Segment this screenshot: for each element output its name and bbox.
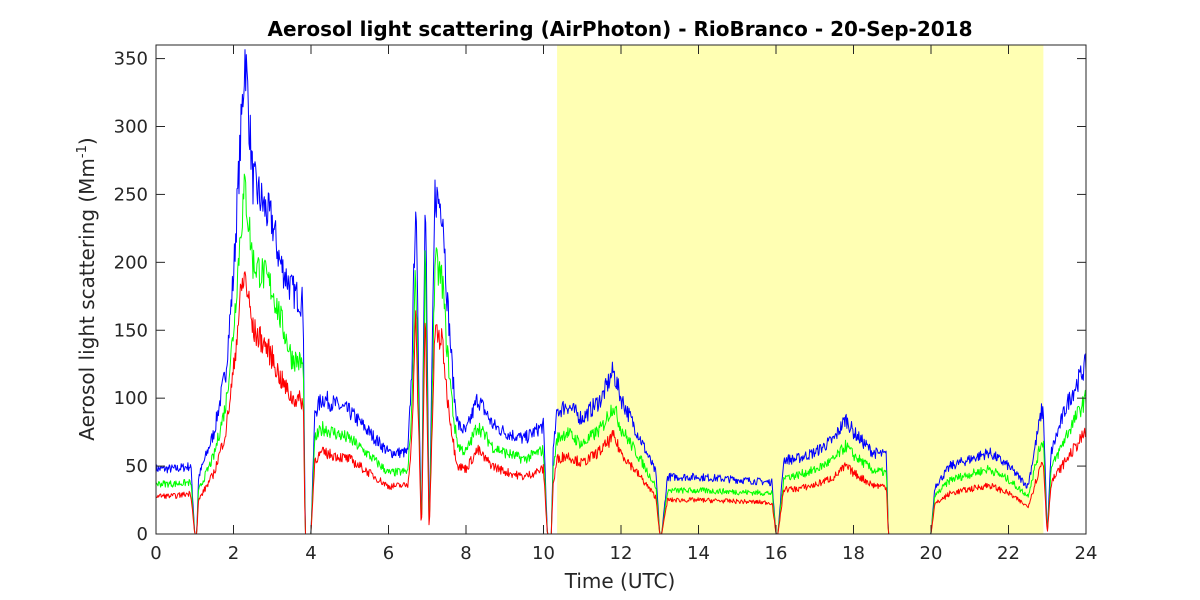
y-axis-label-close: ): [75, 137, 99, 145]
x-axis-label: Time (UTC): [564, 569, 676, 593]
y-tick-label: 0: [137, 524, 148, 545]
x-tick-label: 12: [610, 543, 633, 564]
chart-title: Aerosol light scattering (AirPhoton) - R…: [268, 17, 973, 41]
y-tick-label: 250: [114, 184, 148, 205]
y-tick-label: 50: [125, 456, 148, 477]
x-tick-label: 22: [997, 543, 1020, 564]
x-tick-label: 0: [150, 543, 161, 564]
x-tick-label: 10: [532, 543, 555, 564]
y-tick-label: 300: [114, 117, 148, 138]
x-tick-label: 18: [842, 543, 865, 564]
x-tick-label: 14: [687, 543, 710, 564]
y-axis-label-main: Aerosol light scattering (Mm: [75, 158, 99, 441]
x-tick-label: 6: [383, 543, 394, 564]
y-tick-label: 200: [114, 252, 148, 273]
x-tick-label: 16: [765, 543, 788, 564]
x-tick-label: 8: [460, 543, 471, 564]
plot-area: [155, 44, 1087, 535]
y-tick-label: 350: [114, 49, 148, 70]
shaded-region: [557, 45, 1044, 534]
x-tick-label: 2: [228, 543, 239, 564]
y-ticks: 0 50 100 150 200 250 300 350: [114, 49, 1086, 545]
x-tick-label: 4: [305, 543, 316, 564]
y-tick-label: 100: [114, 388, 148, 409]
y-axis-label-sup: -1: [75, 145, 90, 158]
y-axis-label: Aerosol light scattering (Mm-1): [75, 137, 99, 440]
x-ticks: 0 2 4 6 8 10 12 14 16 18 20 22 24: [150, 45, 1097, 564]
x-tick-label: 24: [1075, 543, 1098, 564]
y-tick-label: 150: [114, 320, 148, 341]
x-tick-label: 20: [920, 543, 943, 564]
